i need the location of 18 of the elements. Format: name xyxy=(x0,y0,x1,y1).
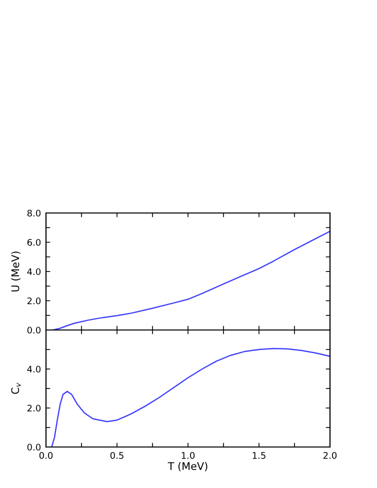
x-tick-label: 2.0 xyxy=(323,452,337,459)
line-series xyxy=(51,348,330,447)
y-tick-label: 4.0 xyxy=(27,268,41,276)
x-tick-label: 0.0 xyxy=(39,452,53,459)
y-axis-title: C$_{v}$ xyxy=(11,382,21,394)
y-tick-label: 0.0 xyxy=(27,326,41,334)
y-tick-label: 8.0 xyxy=(27,210,41,217)
y-tick-label: 4.0 xyxy=(27,366,41,373)
x-tick-label: 0.5 xyxy=(110,452,124,459)
y-tick-label: 6.0 xyxy=(27,238,41,246)
x-tick-label: 1.0 xyxy=(182,452,195,459)
y-tick-label: 2.0 xyxy=(27,297,41,304)
y-tick-label: 0.0 xyxy=(27,444,41,451)
x-axis-title: T (MeV) xyxy=(168,462,208,472)
y-tick-label: 2.0 xyxy=(27,404,41,412)
x-tick-label: 1.5 xyxy=(252,452,266,459)
y-axis-title: U (MeV) xyxy=(11,252,20,292)
line-series xyxy=(52,230,330,330)
